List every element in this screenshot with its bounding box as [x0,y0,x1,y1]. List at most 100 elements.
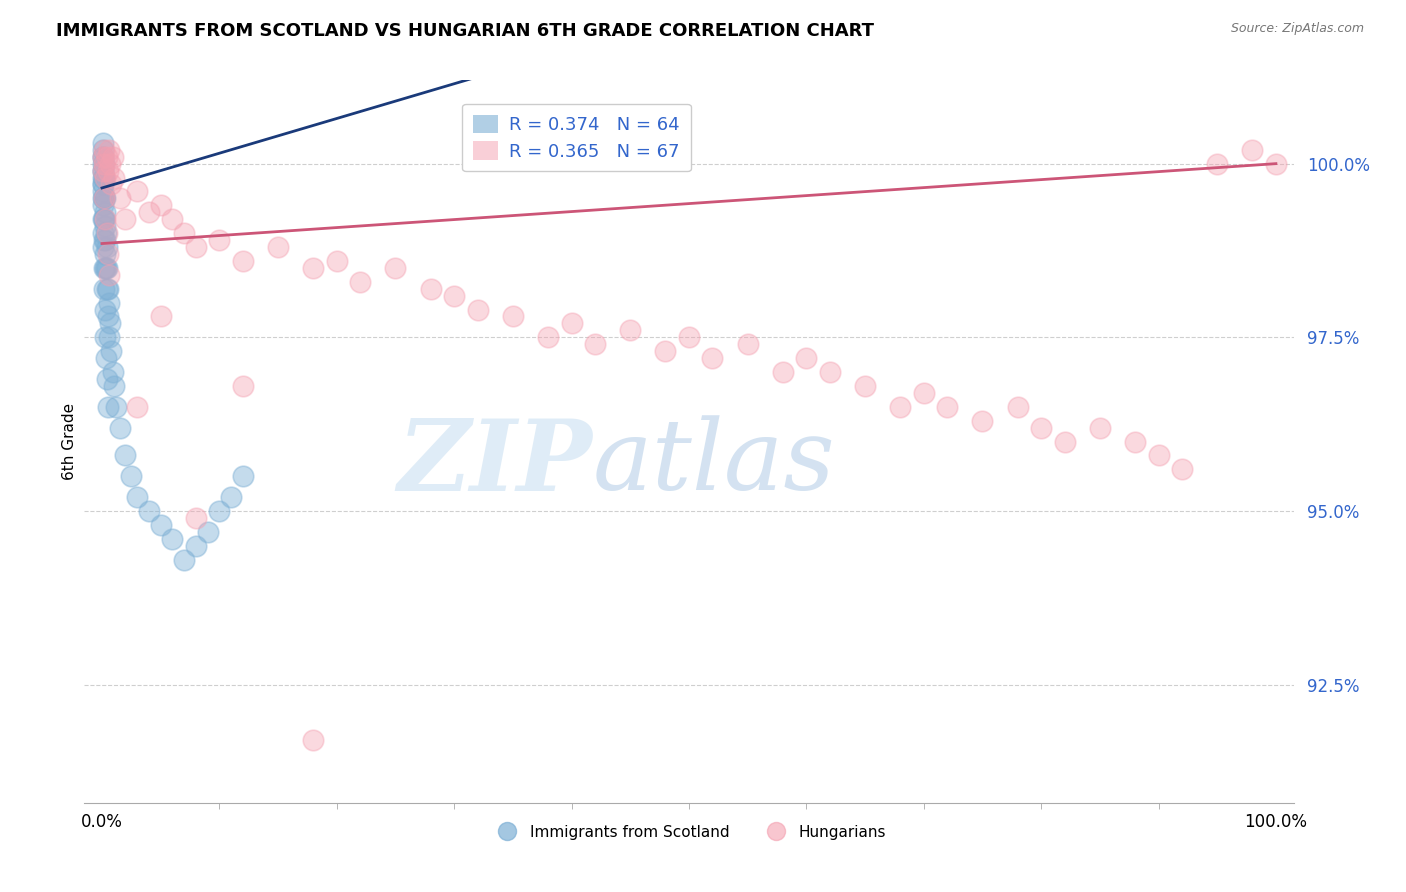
Point [93,191,115,205]
Point [737,337,759,351]
Point [91,163,114,178]
Point [91,136,114,150]
Point [1088,420,1111,434]
Point [94,205,117,219]
Point [93,170,115,185]
Point [443,288,465,302]
Point [91,212,114,227]
Text: ZIP: ZIP [398,415,592,511]
Point [502,310,524,324]
Point [94,330,117,344]
Point [100,178,122,192]
Point [91,240,114,254]
Point [108,191,131,205]
Point [93,212,115,227]
Point [127,400,149,414]
Point [619,323,641,337]
Point [326,253,349,268]
Point [101,150,124,164]
Point [91,150,114,164]
Point [91,226,114,240]
Point [149,198,172,212]
Point [1264,156,1286,170]
Point [1241,143,1264,157]
Point [94,260,117,275]
Point [98,268,121,282]
Point [232,379,254,393]
Point [120,469,142,483]
Point [678,330,700,344]
Point [232,253,254,268]
Point [208,233,231,247]
Point [149,310,172,324]
Point [97,163,120,178]
Point [91,150,114,164]
Point [162,532,184,546]
Point [912,385,935,400]
Point [96,372,118,386]
Point [91,198,114,212]
Point [94,302,117,317]
Point [100,344,122,359]
Point [98,295,121,310]
Point [149,517,172,532]
Point [818,365,841,379]
Point [97,310,120,324]
Text: atlas: atlas [592,416,835,511]
Point [94,212,117,227]
Point [162,212,184,227]
Point [105,400,128,414]
Point [1007,400,1029,414]
Point [93,233,115,247]
Point [94,170,117,185]
Text: IMMIGRANTS FROM SCOTLAND VS HUNGARIAN 6TH GRADE CORRELATION CHART: IMMIGRANTS FROM SCOTLAND VS HUNGARIAN 6T… [56,22,875,40]
Point [93,282,115,296]
Point [93,143,115,157]
Point [91,150,114,164]
Point [103,379,125,393]
Point [1029,420,1052,434]
Point [91,170,114,185]
Point [97,282,120,296]
Point [94,351,117,366]
Point [772,365,794,379]
Point [1053,434,1076,449]
Point [114,449,136,463]
Point [93,191,115,205]
Point [173,226,195,240]
Point [232,469,254,483]
Point [138,504,160,518]
Point [384,260,406,275]
Point [94,191,117,205]
Point [93,156,115,170]
Point [537,330,560,344]
Point [138,205,160,219]
Point [96,226,118,240]
Point [94,226,117,240]
Point [91,178,114,192]
Point [97,247,120,261]
Point [96,240,118,254]
Point [94,260,117,275]
Point [1171,462,1194,476]
Point [127,185,149,199]
Point [654,344,676,359]
Point [101,365,124,379]
Point [219,490,242,504]
Point [972,414,994,428]
Point [91,163,114,178]
Point [114,212,136,227]
Point [184,511,207,525]
Point [93,170,115,185]
Point [98,317,121,331]
Point [208,504,231,518]
Point [108,420,131,434]
Point [197,524,219,539]
Point [91,143,114,157]
Point [267,240,290,254]
Point [1123,434,1146,449]
Point [98,143,121,157]
Point [91,185,114,199]
Point [561,317,583,331]
Point [1206,156,1229,170]
